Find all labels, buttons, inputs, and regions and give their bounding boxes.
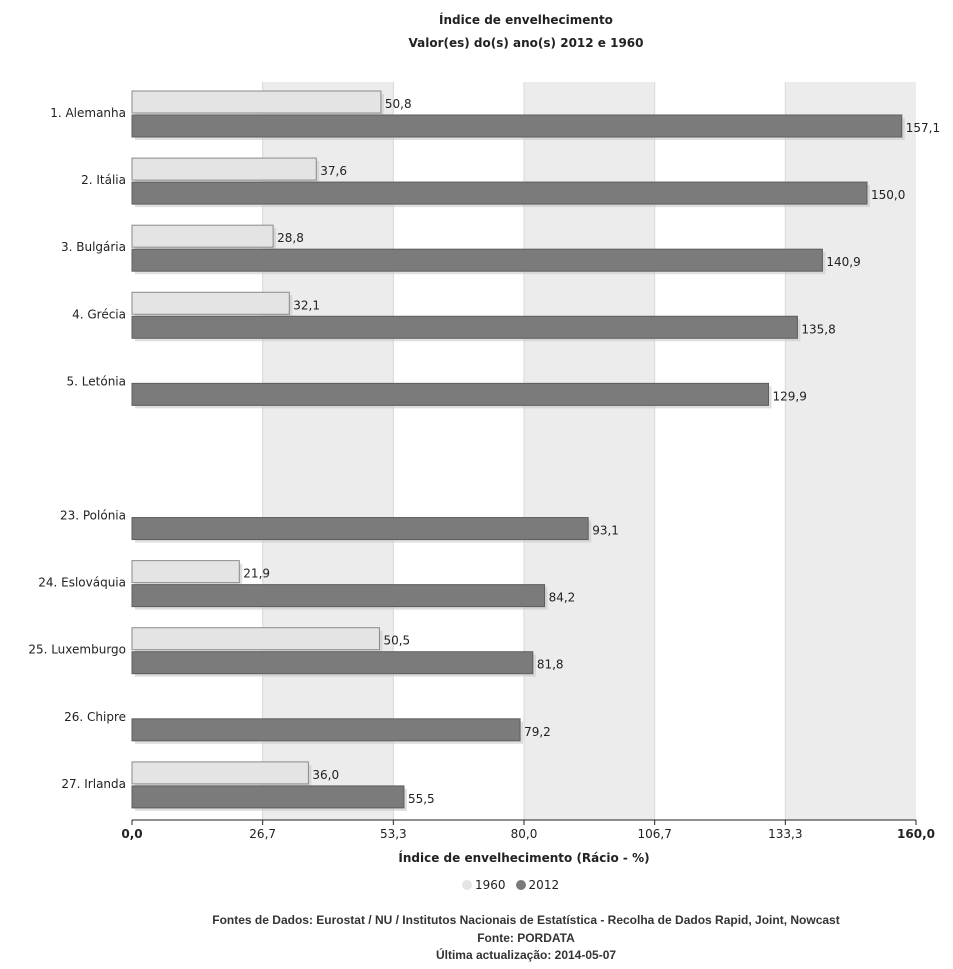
data-label: 37,6 xyxy=(320,164,347,178)
category-label: 1. Alemanha xyxy=(50,106,126,120)
bar-2012 xyxy=(131,718,521,742)
bar-2012 xyxy=(131,114,903,138)
data-label: 21,9 xyxy=(243,567,270,581)
data-label: 129,9 xyxy=(773,389,807,403)
data-label: 50,8 xyxy=(385,97,412,111)
bar-1960 xyxy=(131,157,317,181)
data-label: 93,1 xyxy=(592,524,619,538)
category-label: 24. Eslováquia xyxy=(38,576,126,590)
data-label: 32,1 xyxy=(293,298,320,312)
category-label: 23. Polónia xyxy=(60,509,126,523)
bar-chart: 1. Alemanha 50,8 157,1 2. Itália 37,6 150,0 3.… xyxy=(28,82,940,865)
legend-swatch-2012 xyxy=(515,880,526,890)
legend-label-2012: 2012 xyxy=(528,878,560,892)
legend-item-2012[interactable]: 2012 xyxy=(515,878,560,892)
chart-legend: 1960 2012 xyxy=(462,878,559,892)
x-tick-label: 53,3 xyxy=(380,827,407,841)
bar-2012 xyxy=(131,382,770,406)
category-label: 27. Irlanda xyxy=(61,777,126,791)
category-label: 3. Bulgária xyxy=(61,240,126,254)
bar-2012 xyxy=(131,651,534,675)
bar-1960 xyxy=(131,560,240,584)
legend-item-1960[interactable]: 1960 xyxy=(462,878,506,892)
bar-1960 xyxy=(131,761,309,785)
data-label: 36,0 xyxy=(312,768,339,782)
data-label: 28,8 xyxy=(277,231,304,245)
data-label: 81,8 xyxy=(537,658,564,672)
x-tick-label: 133,3 xyxy=(768,827,802,841)
category-label: 5. Letónia xyxy=(67,374,126,388)
x-tick-label: 80,0 xyxy=(511,827,538,841)
bar-2012 xyxy=(131,785,405,809)
data-label: 140,9 xyxy=(826,255,860,269)
x-tick-label: 0,0 xyxy=(121,827,142,841)
x-tick-label: 26,7 xyxy=(249,827,276,841)
legend-swatch-1960 xyxy=(462,880,472,890)
bar-1960 xyxy=(131,627,380,651)
data-label: 50,5 xyxy=(383,634,410,648)
chart-title: Índice de envelhecimento xyxy=(439,13,613,27)
data-label: 150,0 xyxy=(871,188,905,202)
data-label: 79,2 xyxy=(524,725,551,739)
category-label: 25. Luxemburgo xyxy=(28,643,126,657)
data-label: 84,2 xyxy=(549,591,576,605)
category-label: 2. Itália xyxy=(81,173,126,187)
data-label: 135,8 xyxy=(801,322,835,336)
x-axis-label: Índice de envelhecimento (Rácio - %) xyxy=(398,850,649,865)
data-label: 157,1 xyxy=(906,121,940,135)
category-label: 4. Grécia xyxy=(72,307,126,321)
chart-subtitle: Valor(es) do(s) ano(s) 2012 e 1960 xyxy=(408,36,644,50)
legend-label-1960: 1960 xyxy=(475,878,506,892)
category-label: 26. Chipre xyxy=(64,710,126,724)
bar-2012 xyxy=(131,315,798,339)
x-tick-label: 106,7 xyxy=(637,827,671,841)
footer-source: Fonte: PORDATA xyxy=(477,931,575,945)
x-tick-label: 160,0 xyxy=(897,827,935,841)
bar-1960 xyxy=(131,90,382,114)
bar-2012 xyxy=(131,181,868,205)
footer-updated: Última actualização: 2014-05-07 xyxy=(435,948,617,962)
bar-2012 xyxy=(131,584,546,608)
bar-1960 xyxy=(131,291,290,315)
bar-2012 xyxy=(131,248,823,272)
bar-2012 xyxy=(131,517,589,541)
footer-sources: Fontes de Dados: Eurostat / NU / Institu… xyxy=(212,913,840,927)
data-label: 55,5 xyxy=(408,792,435,806)
bar-1960 xyxy=(131,224,274,248)
